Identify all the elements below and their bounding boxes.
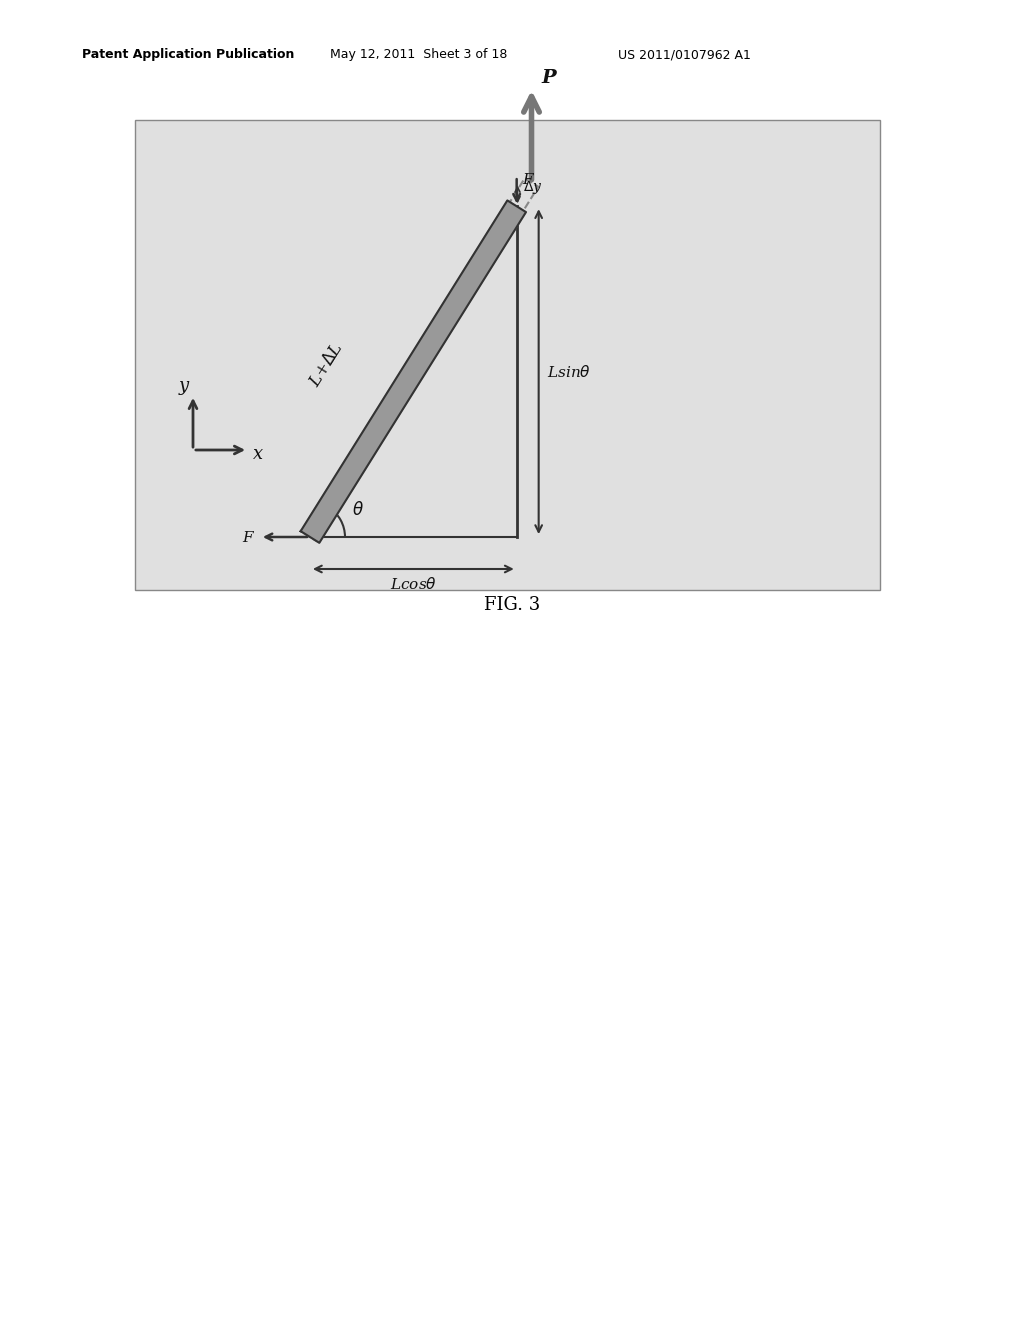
Polygon shape: [301, 201, 526, 543]
Text: $\Delta$y: $\Delta$y: [522, 180, 542, 197]
Text: Patent Application Publication: Patent Application Publication: [82, 48, 294, 61]
Text: US 2011/0107962 A1: US 2011/0107962 A1: [618, 48, 751, 61]
Text: Lcos$\theta$: Lcos$\theta$: [390, 576, 437, 591]
Text: Lsin$\theta$: Lsin$\theta$: [547, 363, 591, 380]
Text: y: y: [179, 378, 189, 395]
Text: $\theta$: $\theta$: [352, 502, 364, 519]
Text: L+$\Delta$L: L+$\Delta$L: [306, 341, 346, 391]
Text: May 12, 2011  Sheet 3 of 18: May 12, 2011 Sheet 3 of 18: [330, 48, 507, 61]
Text: x: x: [253, 445, 263, 463]
Bar: [135, 120, 880, 590]
Text: FIG. 3: FIG. 3: [484, 597, 540, 614]
Text: F: F: [242, 531, 253, 545]
Text: F: F: [522, 173, 534, 187]
Text: P: P: [542, 69, 556, 87]
